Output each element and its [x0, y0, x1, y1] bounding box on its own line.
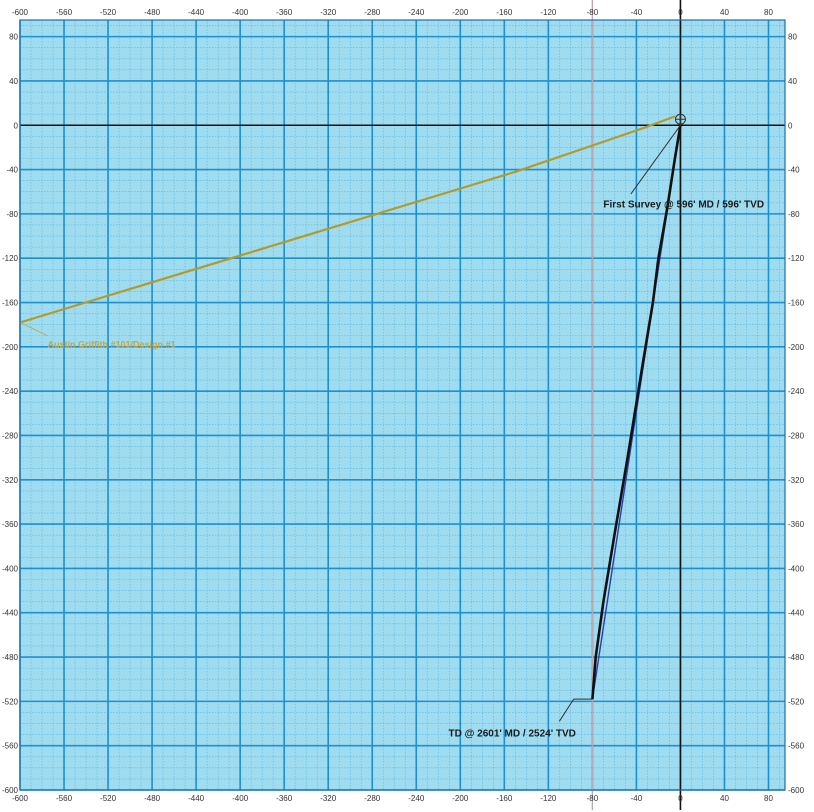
x-tick-label-bottom: -40: [631, 794, 643, 803]
x-tick-label-bottom: -480: [144, 794, 161, 803]
x-tick-label-top: -40: [631, 8, 643, 17]
y-tick-label-right: -520: [788, 697, 805, 706]
y-tick-label-left: -240: [2, 387, 19, 396]
y-tick-label-right: -320: [788, 476, 805, 485]
y-tick-label-left: -280: [2, 431, 19, 440]
x-tick-labels: -600 -600 -560 -560 -520 -520 -480 -480 -440 -440…: [12, 8, 773, 803]
plot-background: [20, 20, 785, 790]
first-survey-leader: [630, 124, 681, 195]
x-tick-label-top: -240: [408, 8, 425, 17]
y-tick-label-right: -240: [788, 387, 805, 396]
x-tick-label-top: -440: [188, 8, 205, 17]
y-tick-labels: 80 80 40 40 0 0 -40 -40 -80 -80 -120 -120 -160 -160 -2…: [2, 33, 805, 795]
y-tick-label-right: -40: [788, 166, 800, 175]
td-label: TD @ 2601' MD / 2524' TVD: [449, 728, 576, 739]
x-tick-label-top: 80: [764, 8, 773, 17]
x-tick-label-bottom: -240: [408, 794, 425, 803]
plot-frame: [19, 19, 786, 791]
x-tick-label-bottom: 80: [764, 794, 773, 803]
y-tick-label-right: 0: [788, 121, 793, 130]
x-tick-label-top: -320: [320, 8, 337, 17]
x-tick-label-bottom: -360: [276, 794, 293, 803]
x-tick-label-bottom: -280: [364, 794, 381, 803]
y-tick-label-right: -440: [788, 609, 805, 618]
x-tick-label-top: -280: [364, 8, 381, 17]
y-tick-label-right: -480: [788, 653, 805, 662]
x-tick-label-top: -560: [56, 8, 73, 17]
x-tick-label-bottom: -160: [496, 794, 513, 803]
annotations: First Survey @ 596' MD / 596' TVD TD @ 26…: [19, 124, 764, 739]
y-tick-label-right: -120: [788, 254, 805, 263]
y-tick-label-left: -120: [2, 254, 19, 263]
x-tick-label-top: -160: [496, 8, 513, 17]
x-tick-label-top: 0: [678, 8, 683, 17]
x-tick-label-bottom: -120: [540, 794, 557, 803]
x-tick-label-top: -400: [232, 8, 249, 17]
y-tick-label-left: -480: [2, 653, 19, 662]
plan-leader: [19, 322, 48, 337]
y-tick-label-left: 80: [9, 33, 18, 42]
y-tick-label-left: -80: [6, 210, 18, 219]
x-tick-label-bottom: -320: [320, 794, 337, 803]
x-tick-label-bottom: -600: [12, 794, 29, 803]
x-tick-label-bottom: 0: [678, 794, 683, 803]
y-tick-label-right: -560: [788, 742, 805, 751]
x-tick-label-top: -480: [144, 8, 161, 17]
x-tick-label-top: -360: [276, 8, 293, 17]
x-tick-label-top: -520: [100, 8, 117, 17]
y-tick-label-left: -600: [2, 786, 19, 795]
well-path-series: [19, 113, 686, 700]
y-tick-label-right: 80: [788, 33, 797, 42]
y-tick-label-right: -280: [788, 431, 805, 440]
y-tick-label-right: -360: [788, 520, 805, 529]
x-tick-label-bottom: -440: [188, 794, 205, 803]
x-tick-label-bottom: -200: [452, 794, 469, 803]
y-tick-label-left: 0: [14, 121, 19, 130]
y-tick-label-right: -600: [788, 786, 805, 795]
y-tick-label-left: -40: [6, 166, 18, 175]
y-tick-label-right: 40: [788, 77, 797, 86]
plan-line-series: [19, 115, 676, 324]
survey-path-series: [591, 125, 682, 700]
minor-grid: [20, 20, 785, 790]
y-tick-label-left: -160: [2, 299, 19, 308]
y-tick-label-left: -440: [2, 609, 19, 618]
x-tick-label-top: 40: [720, 8, 729, 17]
plan-label: Austin Griffith #101/Design #1: [48, 339, 176, 349]
y-tick-label-left: -360: [2, 520, 19, 529]
x-tick-label-bottom: -80: [587, 794, 599, 803]
x-tick-label-bottom: -560: [56, 794, 73, 803]
x-tick-label-top: -120: [540, 8, 557, 17]
y-tick-label-left: -520: [2, 697, 19, 706]
y-tick-label-right: -160: [788, 299, 805, 308]
x-tick-label-bottom: -400: [232, 794, 249, 803]
y-tick-label-right: -80: [788, 210, 800, 219]
x-tick-label-top: -200: [452, 8, 469, 17]
zero-axes: [20, 0, 785, 810]
first-survey-label: First Survey @ 596' MD / 596' TVD: [603, 199, 764, 210]
x-tick-label-bottom: 40: [720, 794, 729, 803]
y-tick-label-left: -560: [2, 742, 19, 751]
td-leader: [558, 698, 593, 722]
y-tick-label-left: -400: [2, 564, 19, 573]
x-tick-label-top: -80: [587, 8, 599, 17]
y-tick-label-left: -200: [2, 343, 19, 352]
y-tick-label-right: -200: [788, 343, 805, 352]
y-tick-label-right: -400: [788, 564, 805, 573]
y-tick-label-left: 40: [9, 77, 18, 86]
x-tick-label-bottom: -520: [100, 794, 117, 803]
x-tick-label-top: -600: [12, 8, 29, 17]
y-tick-label-left: -320: [2, 476, 19, 485]
